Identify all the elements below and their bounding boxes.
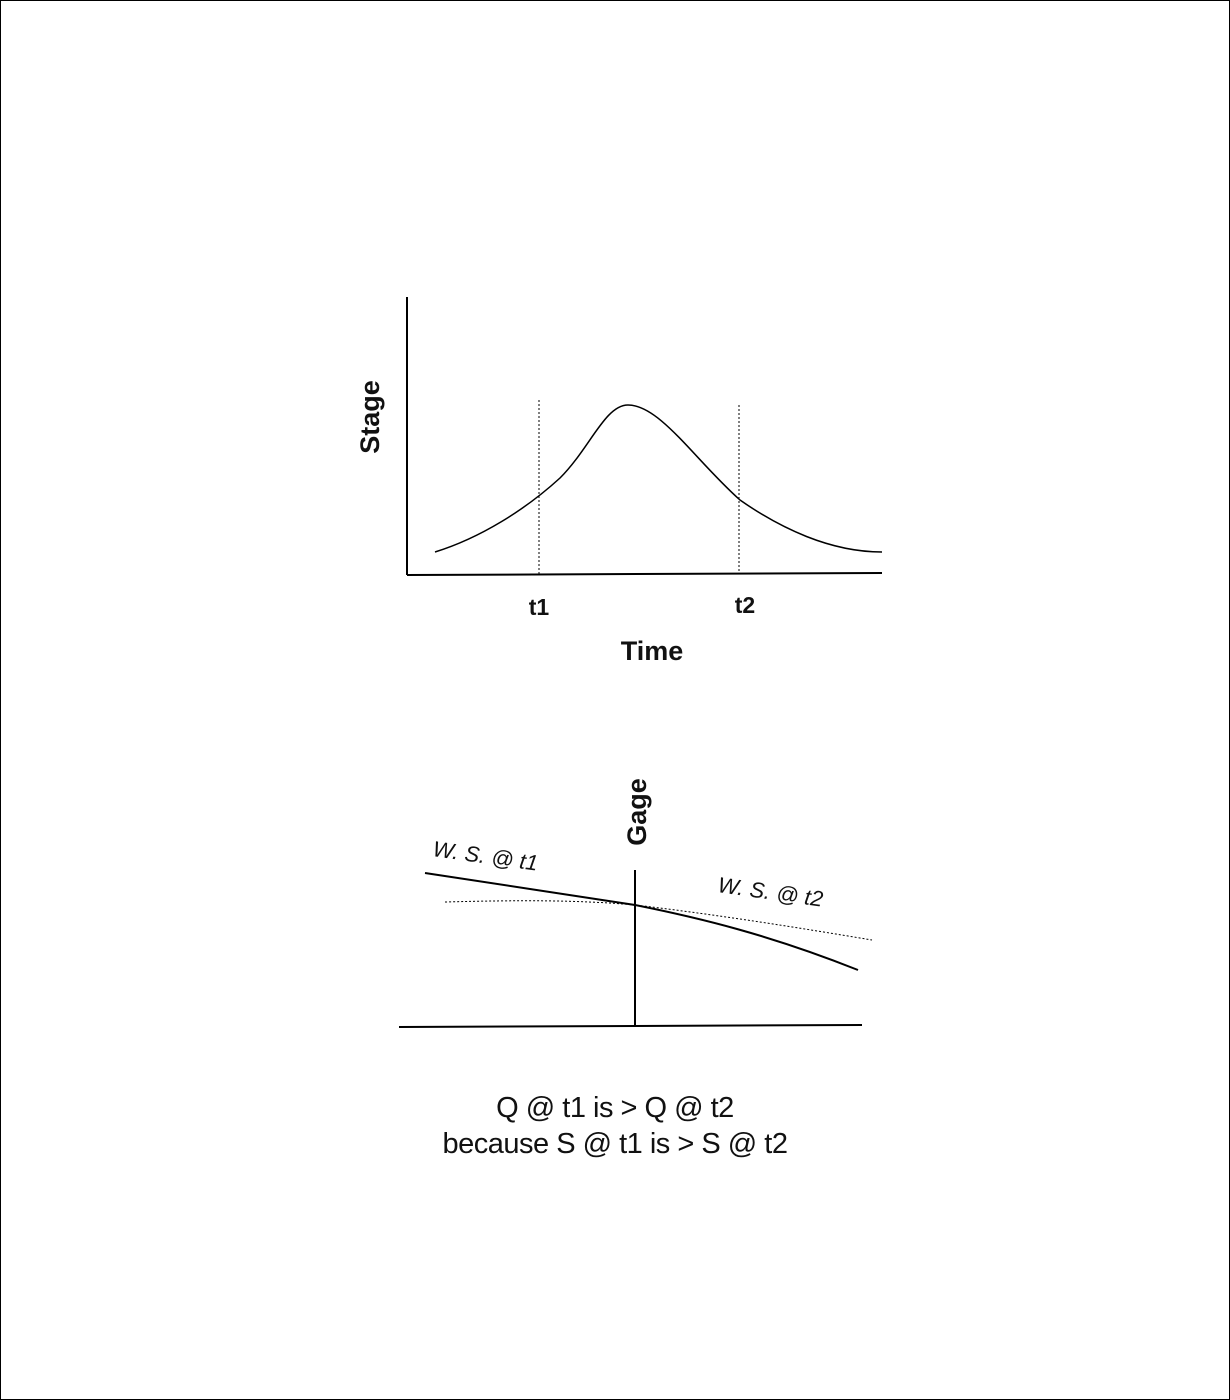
t1-label: t1: [529, 594, 550, 620]
caption-line-2: because S @ t1 is > S @ t2: [442, 1128, 788, 1160]
channel-bed-line: [398, 1024, 863, 1028]
ws-t1-label: W. S. @ t1: [431, 836, 539, 875]
ws-t2-label: W. S. @ t2: [716, 872, 824, 911]
water-surface-diagram: Gage W. S. @ t1 W. S. @ t2: [398, 778, 873, 1028]
t2-label: t2: [735, 592, 755, 618]
caption-line-1: Q @ t1 is > Q @ t2: [496, 1092, 734, 1124]
stage-axis-label: Stage: [355, 380, 385, 454]
gage-label: Gage: [622, 778, 652, 846]
stage-hydrograph: Stage t1 t2 Time: [355, 297, 883, 666]
time-x-axis: [406, 572, 883, 576]
stage-curve: [434, 404, 883, 553]
caption: Q @ t1 is > Q @ t2 because S @ t1 is > S…: [0, 1090, 1230, 1162]
ws-t1-profile: [424, 872, 859, 971]
time-axis-label: Time: [621, 636, 684, 666]
